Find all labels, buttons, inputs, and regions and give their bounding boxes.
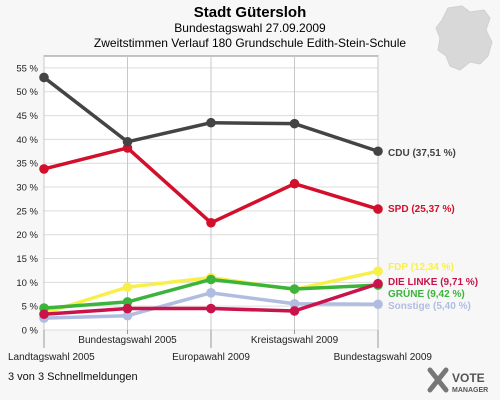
data-point — [373, 266, 383, 276]
x-tick-label: Bundestagswahl 2005 — [78, 335, 177, 346]
y-tick-label: 35 % — [16, 159, 38, 170]
y-axis: 0 % 5 % 10 % 15 % 20 % 25 % 30 % 35 % 40 % 45 % 50… — [16, 63, 38, 336]
y-tick-label: 20 % — [16, 230, 38, 241]
chart-title: Stadt Gütersloh — [194, 4, 307, 21]
y-tick-label: 45 % — [16, 111, 38, 122]
grid-lines — [43, 56, 379, 331]
data-point — [289, 306, 300, 316]
y-tick-label: 55 % — [16, 63, 38, 74]
data-point — [373, 278, 383, 289]
y-tick-label: 5 % — [22, 302, 39, 313]
x-tick-label: Kreistagswahl 2009 — [251, 335, 339, 346]
data-point — [39, 72, 49, 83]
x-axis: Landtagswahl 2005 Bundestagswahl 2005 Euro… — [8, 330, 432, 363]
germany-map-icon — [435, 5, 493, 71]
svg-text:MANAGER: MANAGER — [452, 387, 488, 394]
data-point — [206, 274, 216, 285]
y-tick-label: 30 % — [16, 183, 38, 194]
series-label: DIE LINKE (9,71 %) — [388, 277, 478, 288]
series-label: FDP (12,34 %) — [388, 262, 454, 273]
data-point — [122, 136, 133, 147]
data-point — [206, 288, 216, 298]
data-point — [206, 217, 216, 228]
series-group — [39, 72, 383, 323]
y-tick-label: 10 % — [16, 278, 38, 289]
series-label: SPD (25,37 %) — [388, 204, 455, 215]
pager-text: 3 von 3 Schnellmeldungen — [8, 371, 138, 383]
data-point — [289, 298, 300, 309]
series-label: CDU (37,51 %) — [388, 148, 456, 159]
data-point — [39, 164, 49, 174]
series-label: Sonstige (5,40 %) — [388, 301, 471, 312]
data-point — [289, 118, 300, 129]
y-tick-label: 50 % — [16, 87, 38, 98]
series-labels: Sonstige (5,40 %) FDP (12,34 %) GRÜNE (9,4… — [388, 148, 478, 312]
data-point — [39, 309, 49, 320]
y-tick-label: 40 % — [16, 135, 38, 146]
data-point — [122, 303, 133, 314]
data-point — [122, 310, 133, 321]
chart-subtitle-description: Zweitstimmen Verlauf 180 Grundschule Edi… — [94, 36, 406, 50]
chart-subtitle-date: Bundestagswahl 27.09.2009 — [174, 21, 326, 35]
data-point — [289, 284, 300, 294]
x-tick-label: Bundestagswahl 2009 — [334, 352, 433, 363]
y-tick-label: 25 % — [16, 206, 38, 217]
data-point — [373, 146, 383, 157]
data-point — [206, 303, 216, 314]
svg-text:VOTE: VOTE — [452, 371, 485, 385]
data-point — [373, 299, 383, 310]
vote-manager-logo: VOTE MANAGER — [427, 367, 488, 394]
y-tick-label: 0 % — [22, 326, 39, 337]
y-tick-label: 15 % — [16, 254, 38, 265]
data-point — [373, 204, 383, 214]
data-point — [122, 297, 133, 307]
data-point — [122, 282, 133, 292]
x-tick-label: Landtagswahl 2005 — [8, 352, 95, 363]
x-tick-label: Europawahl 2009 — [172, 352, 250, 363]
data-point — [206, 117, 216, 128]
data-point — [289, 178, 300, 189]
series-label: GRÜNE (9,42 %) — [388, 287, 465, 300]
